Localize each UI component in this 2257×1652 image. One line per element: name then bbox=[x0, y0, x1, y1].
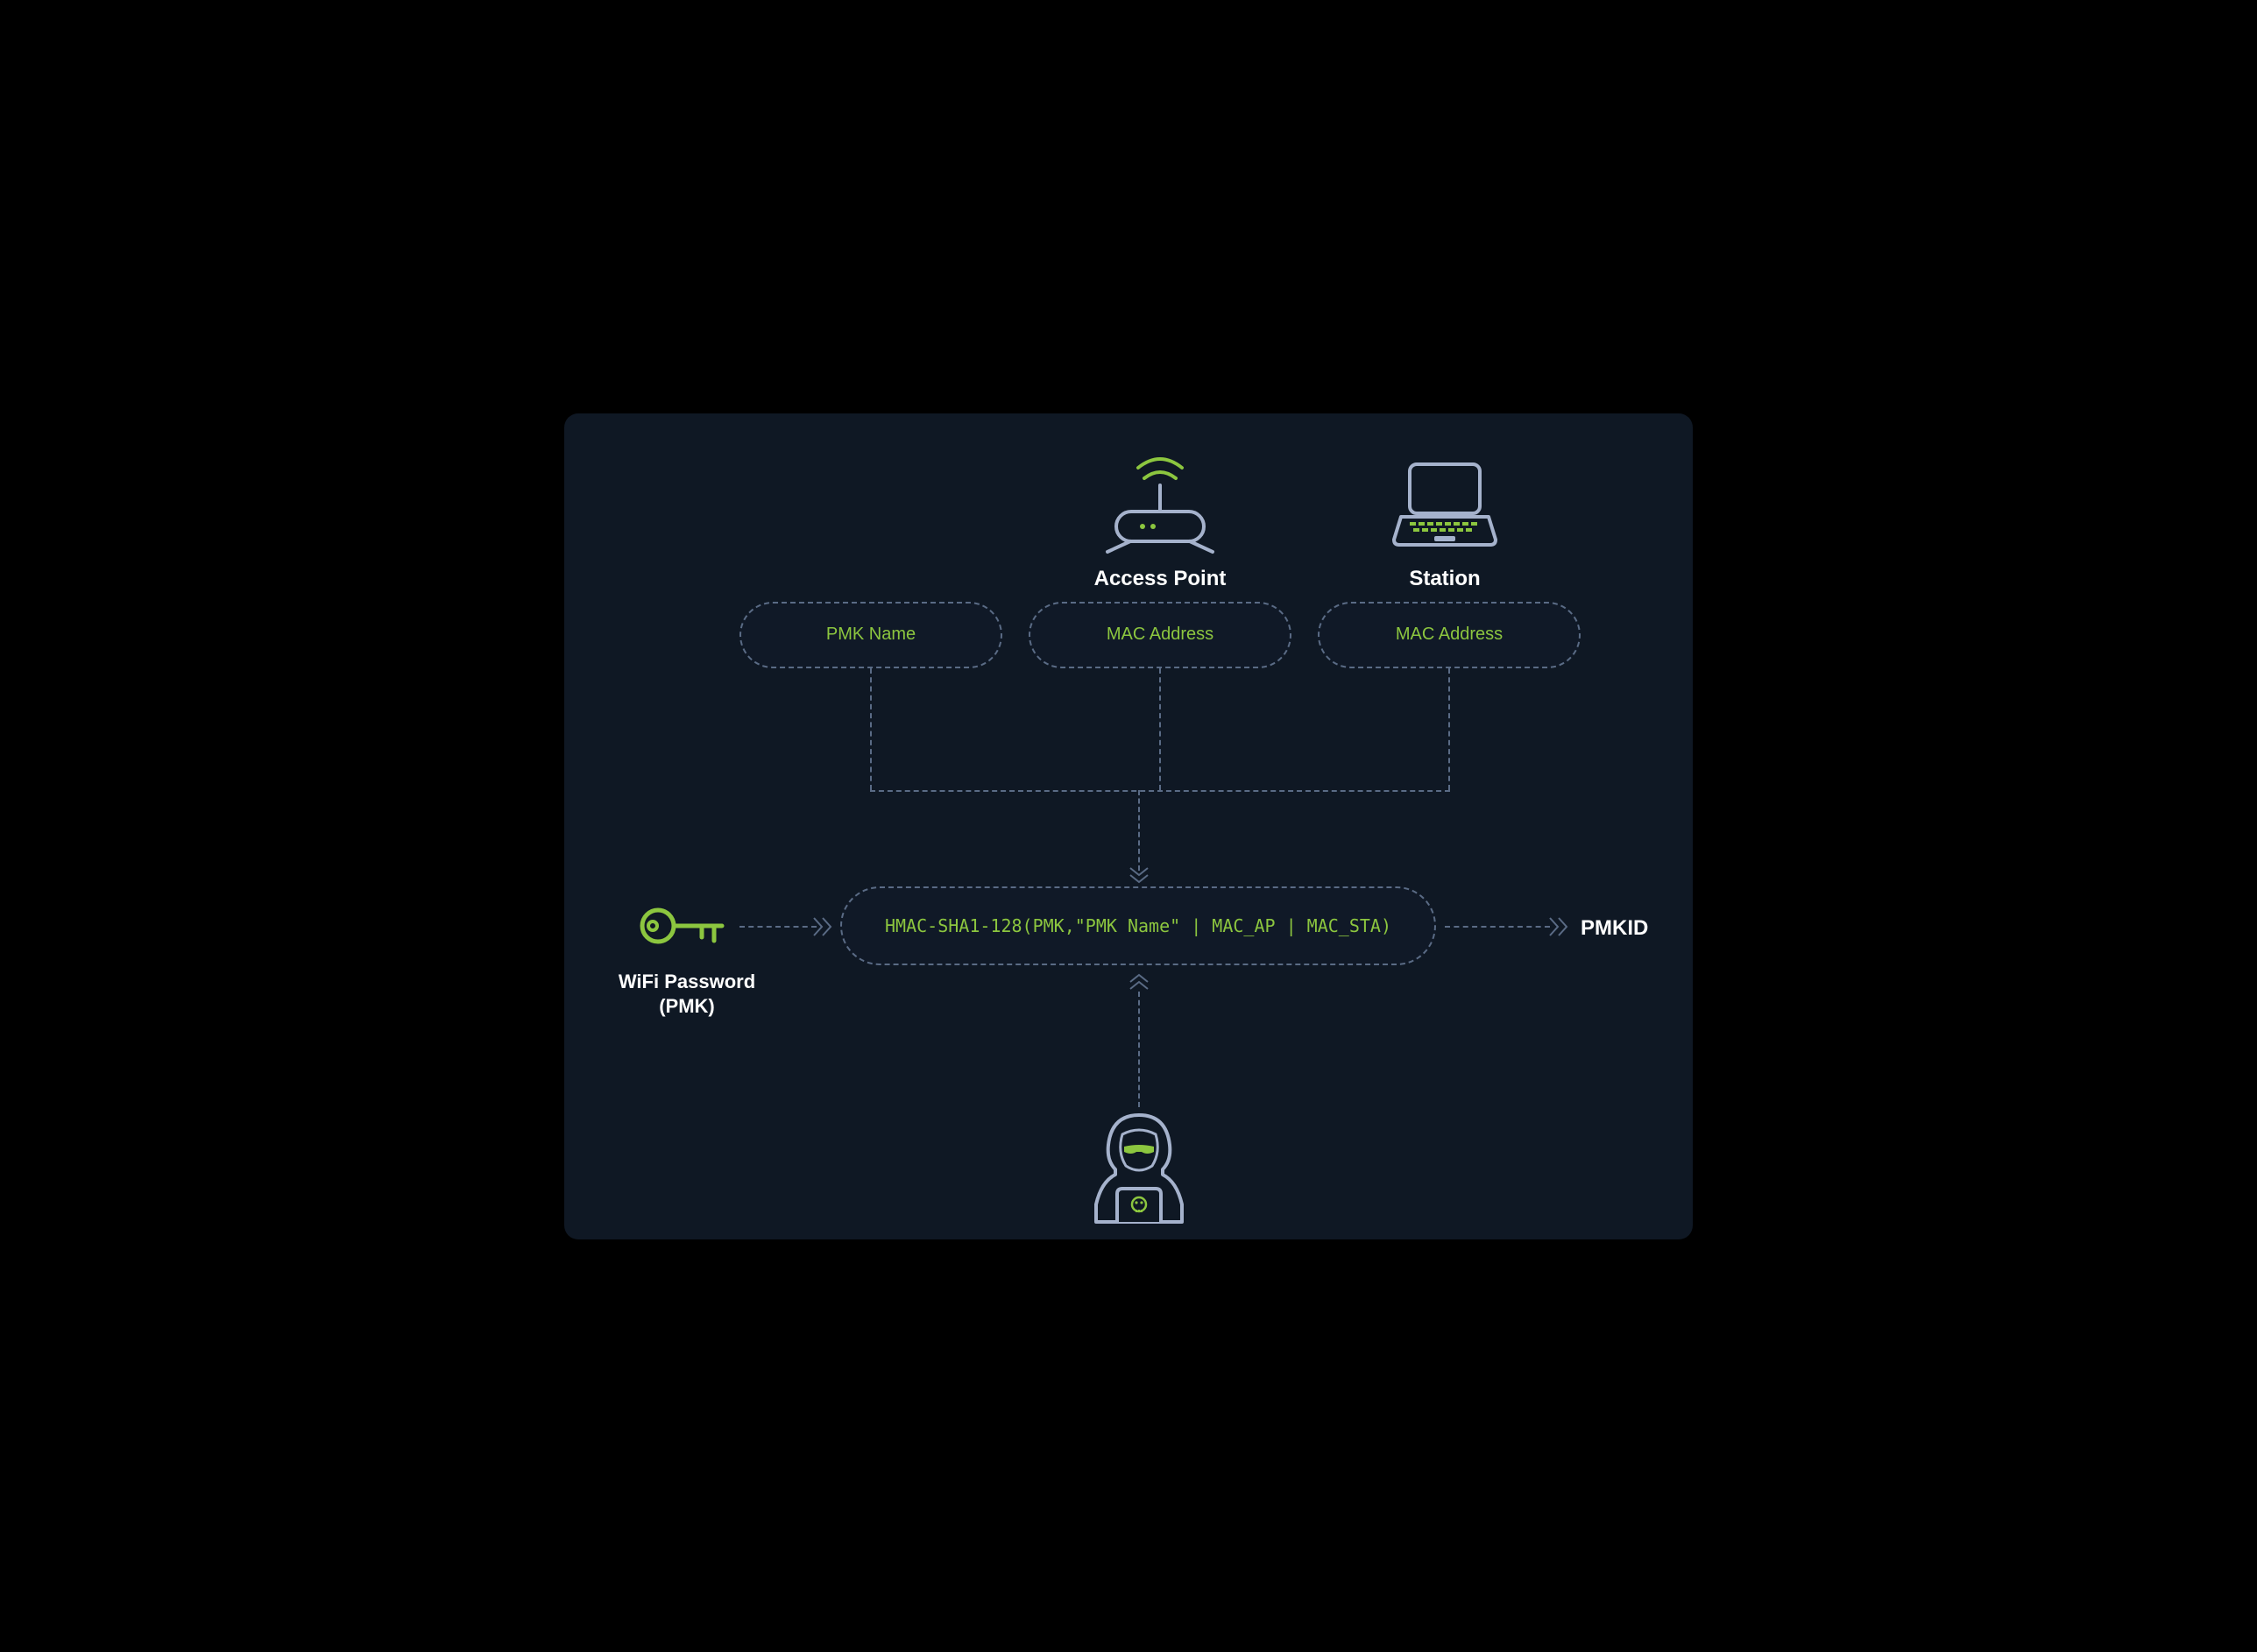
station-heading: Station bbox=[1383, 567, 1506, 591]
connector-formula-pmkid bbox=[1445, 926, 1550, 928]
laptop-icon bbox=[1383, 448, 1506, 558]
ap-mac-label: MAC Address bbox=[1107, 625, 1213, 645]
chevron-right-icon bbox=[811, 915, 836, 938]
key-icon bbox=[639, 902, 726, 950]
sta-mac-node: MAC Address bbox=[1318, 602, 1581, 668]
connector-apmac-down bbox=[1159, 668, 1161, 790]
connector-stamac-down bbox=[1448, 668, 1450, 790]
wifi-password-line1: WiFi Password bbox=[619, 971, 755, 992]
pmkid-label: PMKID bbox=[1581, 914, 1648, 942]
connector-hacker-up bbox=[1138, 992, 1140, 1107]
router-icon bbox=[1090, 448, 1230, 558]
connector-pmkname-down bbox=[870, 668, 872, 790]
diagram-canvas: Access Point Station PMK Name MAC Addres… bbox=[564, 413, 1693, 1239]
chevron-up-icon bbox=[1128, 971, 1150, 992]
connector-bus-down bbox=[1138, 790, 1140, 871]
ap-mac-node: MAC Address bbox=[1029, 602, 1291, 668]
chevron-right-icon bbox=[1547, 915, 1572, 938]
wifi-password-line2: (PMK) bbox=[659, 995, 715, 1017]
formula-label: HMAC-SHA1-128(PMK,"PMK Name" | MAC_AP | … bbox=[885, 915, 1391, 936]
wifi-password-label: WiFi Password (PMK) bbox=[612, 970, 761, 1020]
pmk-name-label: PMK Name bbox=[826, 625, 916, 645]
connector-bus bbox=[870, 790, 1450, 792]
hacker-icon bbox=[1086, 1110, 1192, 1228]
formula-node: HMAC-SHA1-128(PMK,"PMK Name" | MAC_AP | … bbox=[840, 886, 1436, 965]
sta-mac-label: MAC Address bbox=[1396, 625, 1503, 645]
connector-key-formula bbox=[739, 926, 817, 928]
pmk-name-node: PMK Name bbox=[739, 602, 1002, 668]
access-point-heading: Access Point bbox=[1090, 567, 1230, 591]
chevron-down-icon bbox=[1128, 865, 1150, 886]
